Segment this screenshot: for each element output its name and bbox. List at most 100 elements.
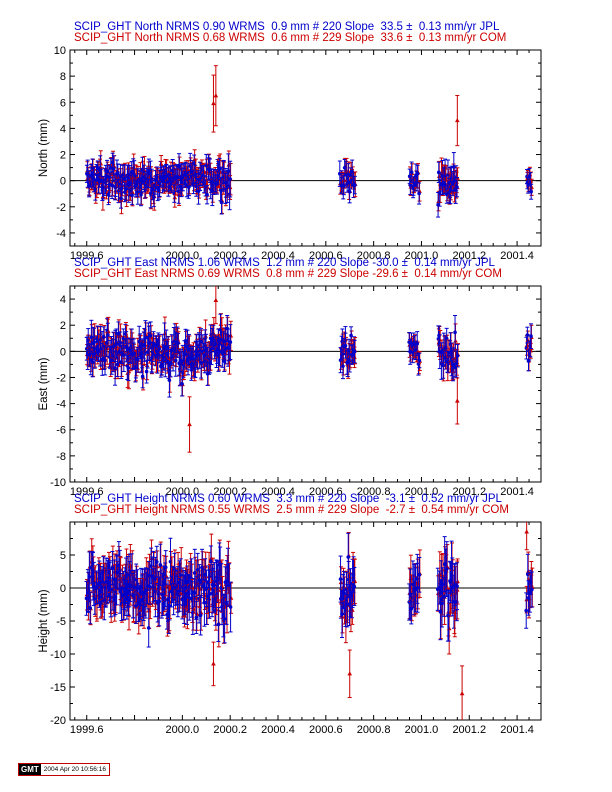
y-tick-label: 0 bbox=[60, 583, 66, 595]
jpl-point-marker bbox=[88, 606, 92, 610]
jpl-point-marker bbox=[126, 366, 131, 370]
jpl-point-marker bbox=[199, 360, 203, 365]
com-point-marker bbox=[187, 421, 192, 427]
jpl-point-marker bbox=[86, 338, 91, 342]
y-tick-label: 8 bbox=[60, 71, 66, 83]
jpl-point-marker bbox=[130, 193, 134, 198]
panel-height: SCIP_GHT Height NRMS 0.60 WRMS 3.3 mm # … bbox=[38, 493, 542, 736]
jpl-point-marker bbox=[200, 565, 204, 570]
plot-frame bbox=[69, 49, 542, 247]
jpl-point-marker bbox=[455, 185, 459, 189]
jpl-point-marker bbox=[177, 164, 181, 168]
x-tick-label: 2001.4 bbox=[500, 486, 534, 498]
jpl-point-marker bbox=[167, 378, 172, 383]
x-tick-label: 2001.0 bbox=[405, 250, 439, 262]
data-points bbox=[84, 65, 534, 218]
jpl-point-marker bbox=[195, 353, 200, 357]
jpl-point-marker bbox=[408, 183, 413, 187]
jpl-point-marker bbox=[105, 169, 109, 173]
jpl-point-marker bbox=[529, 189, 533, 194]
y-tick-label: 4 bbox=[60, 123, 66, 135]
com-point-marker bbox=[213, 297, 219, 302]
jpl-point-marker bbox=[122, 176, 127, 181]
jpl-point-marker bbox=[222, 617, 227, 621]
x-tick-label: 2000.0 bbox=[166, 486, 200, 498]
jpl-point-marker bbox=[341, 364, 345, 368]
jpl-point-marker bbox=[116, 171, 120, 175]
jpl-point-marker bbox=[152, 195, 156, 199]
jpl-point-marker bbox=[114, 341, 119, 346]
jpl-point-marker bbox=[92, 340, 96, 344]
jpl-point-marker bbox=[108, 166, 113, 170]
jpl-point-marker bbox=[440, 182, 445, 187]
jpl-point-marker bbox=[144, 369, 149, 374]
jpl-point-marker bbox=[204, 586, 209, 591]
jpl-point-marker bbox=[110, 587, 115, 592]
jpl-point-marker bbox=[106, 333, 110, 338]
y-tick-label: 0 bbox=[60, 346, 66, 358]
jpl-point-marker bbox=[101, 185, 105, 190]
jpl-point-marker bbox=[216, 622, 221, 627]
y-tick-label: -10 bbox=[50, 477, 66, 489]
jpl-point-marker bbox=[84, 596, 89, 601]
jpl-point-marker bbox=[352, 349, 357, 354]
x-tick-label: 2000.6 bbox=[309, 250, 343, 262]
x-tick-label: 2000.8 bbox=[357, 250, 391, 262]
x-tick-label: 2000.4 bbox=[261, 486, 295, 498]
jpl-point-marker bbox=[163, 565, 168, 570]
jpl-point-marker bbox=[180, 382, 184, 386]
jpl-point-marker bbox=[350, 352, 355, 357]
jpl-point-marker bbox=[191, 610, 195, 615]
jpl-point-marker bbox=[153, 577, 158, 581]
jpl-point-marker bbox=[194, 615, 199, 620]
jpl-point-marker bbox=[113, 366, 117, 370]
x-tick-label: 2001.4 bbox=[500, 250, 534, 262]
y-tick-label: -4 bbox=[56, 399, 66, 411]
x-tick-label: 2000.2 bbox=[213, 486, 247, 498]
jpl-point-marker bbox=[128, 584, 133, 588]
jpl-point-marker bbox=[143, 183, 148, 187]
jpl-point-marker bbox=[228, 177, 232, 181]
x-tick-label: 1999.6 bbox=[70, 486, 104, 498]
jpl-point-marker bbox=[409, 170, 414, 174]
com-point-marker bbox=[213, 93, 219, 98]
jpl-point-marker bbox=[347, 189, 352, 194]
y-axis-label: East (mm) bbox=[38, 357, 50, 410]
jpl-point-marker bbox=[122, 353, 126, 357]
jpl-point-marker bbox=[128, 348, 133, 353]
panel-north: SCIP_GHT North NRMS 0.90 WRMS 0.9 mm # 2… bbox=[38, 21, 542, 262]
jpl-point-marker bbox=[116, 331, 121, 336]
x-tick-label: 1999.6 bbox=[70, 250, 104, 262]
jpl-point-marker bbox=[92, 351, 97, 356]
jpl-point-marker bbox=[101, 335, 106, 339]
x-tick-label: 2000.0 bbox=[166, 724, 200, 736]
jpl-point-marker bbox=[164, 174, 169, 178]
jpl-point-marker bbox=[342, 165, 347, 170]
panel-header-com: SCIP_GHT East NRMS 0.69 WRMS 0.8 mm # 22… bbox=[74, 268, 502, 280]
panel-header-com: SCIP_GHT North NRMS 0.68 WRMS 0.6 mm # 2… bbox=[74, 32, 506, 44]
x-tick-label: 2000.8 bbox=[357, 486, 391, 498]
x-tick-label: 2000.4 bbox=[261, 724, 295, 736]
jpl-point-marker bbox=[221, 343, 226, 348]
jpl-point-marker bbox=[120, 186, 124, 190]
x-tick-label: 2001.2 bbox=[452, 486, 486, 498]
jpl-point-marker bbox=[212, 583, 217, 587]
jpl-point-marker bbox=[453, 330, 457, 335]
jpl-point-marker bbox=[205, 192, 209, 197]
com-point-marker bbox=[455, 117, 460, 123]
data-points bbox=[84, 286, 534, 453]
y-tick-label: -5 bbox=[56, 616, 66, 628]
jpl-point-marker bbox=[148, 333, 153, 338]
jpl-point-marker bbox=[217, 166, 222, 171]
jpl-point-marker bbox=[178, 573, 183, 577]
x-tick-label: 2000.0 bbox=[166, 250, 200, 262]
jpl-point-marker bbox=[436, 202, 440, 207]
x-tick-label: 1999.6 bbox=[70, 724, 104, 736]
jpl-point-marker bbox=[93, 187, 98, 192]
jpl-point-marker bbox=[228, 340, 233, 344]
jpl-point-marker bbox=[226, 169, 231, 173]
jpl-point-marker bbox=[176, 341, 180, 345]
com-point-marker bbox=[455, 398, 460, 403]
panel-header-jpl: SCIP_GHT Height NRMS 0.60 WRMS 3.3 mm # … bbox=[74, 493, 503, 505]
